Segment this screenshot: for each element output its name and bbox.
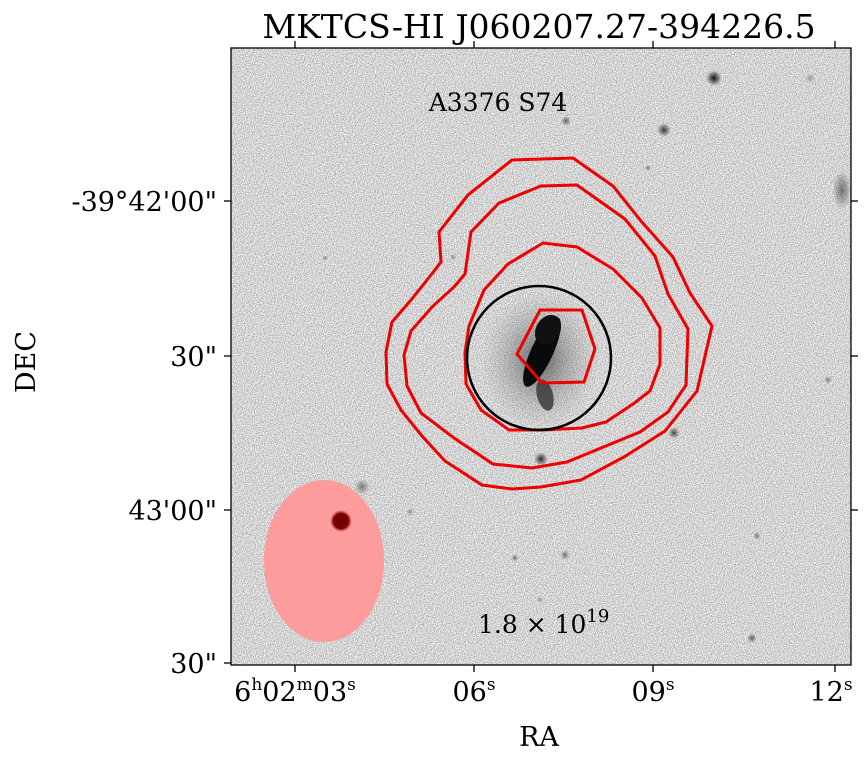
contour-inner xyxy=(515,308,597,385)
dec-tick-label: 30" xyxy=(170,342,217,373)
hi-contours xyxy=(384,156,714,491)
star xyxy=(668,427,680,439)
dec-tick-label: 30" xyxy=(170,649,217,680)
dec-tick-label: -39°42'00" xyxy=(71,187,217,218)
star xyxy=(560,550,570,560)
star xyxy=(753,532,761,540)
star xyxy=(354,479,370,495)
star xyxy=(824,376,832,384)
star xyxy=(406,508,414,516)
star xyxy=(747,633,757,643)
ticks xyxy=(224,41,858,672)
figure-title: MKTCS-HI J060207.27-394226.5 xyxy=(262,7,815,46)
beam-star xyxy=(330,510,352,532)
ra-tick-label: 09s xyxy=(631,675,674,708)
ra-tick-label: 06s xyxy=(452,675,495,708)
column-density-label: 1.8 × 1019 xyxy=(478,606,609,639)
dec-tick-label: 43'00" xyxy=(128,496,217,527)
star xyxy=(657,123,671,137)
star xyxy=(534,452,548,466)
optical-aperture xyxy=(465,284,613,432)
star xyxy=(561,116,571,126)
inset-label: A3376 S74 xyxy=(428,88,568,117)
contour-second xyxy=(402,183,690,470)
column-density-base: 1.8 × 10 xyxy=(478,610,586,639)
y-axis-label: DEC xyxy=(11,331,42,393)
contour-third xyxy=(463,241,662,432)
star xyxy=(832,170,851,210)
contour-outer xyxy=(384,156,714,491)
ra-tick-label: 12s xyxy=(809,675,852,708)
beam-ellipse xyxy=(264,480,384,642)
star xyxy=(511,554,519,562)
x-axis-label: RA xyxy=(519,722,559,753)
star xyxy=(450,254,456,260)
column-density-exponent: 19 xyxy=(586,606,609,627)
star xyxy=(805,73,815,83)
star xyxy=(706,70,722,86)
star xyxy=(645,165,651,171)
star xyxy=(322,255,328,261)
star xyxy=(537,597,543,603)
optical-image: A3376 S74 1.8 × 1019 xyxy=(231,48,851,665)
ra-tick-label: 6h02m03s xyxy=(234,675,356,708)
